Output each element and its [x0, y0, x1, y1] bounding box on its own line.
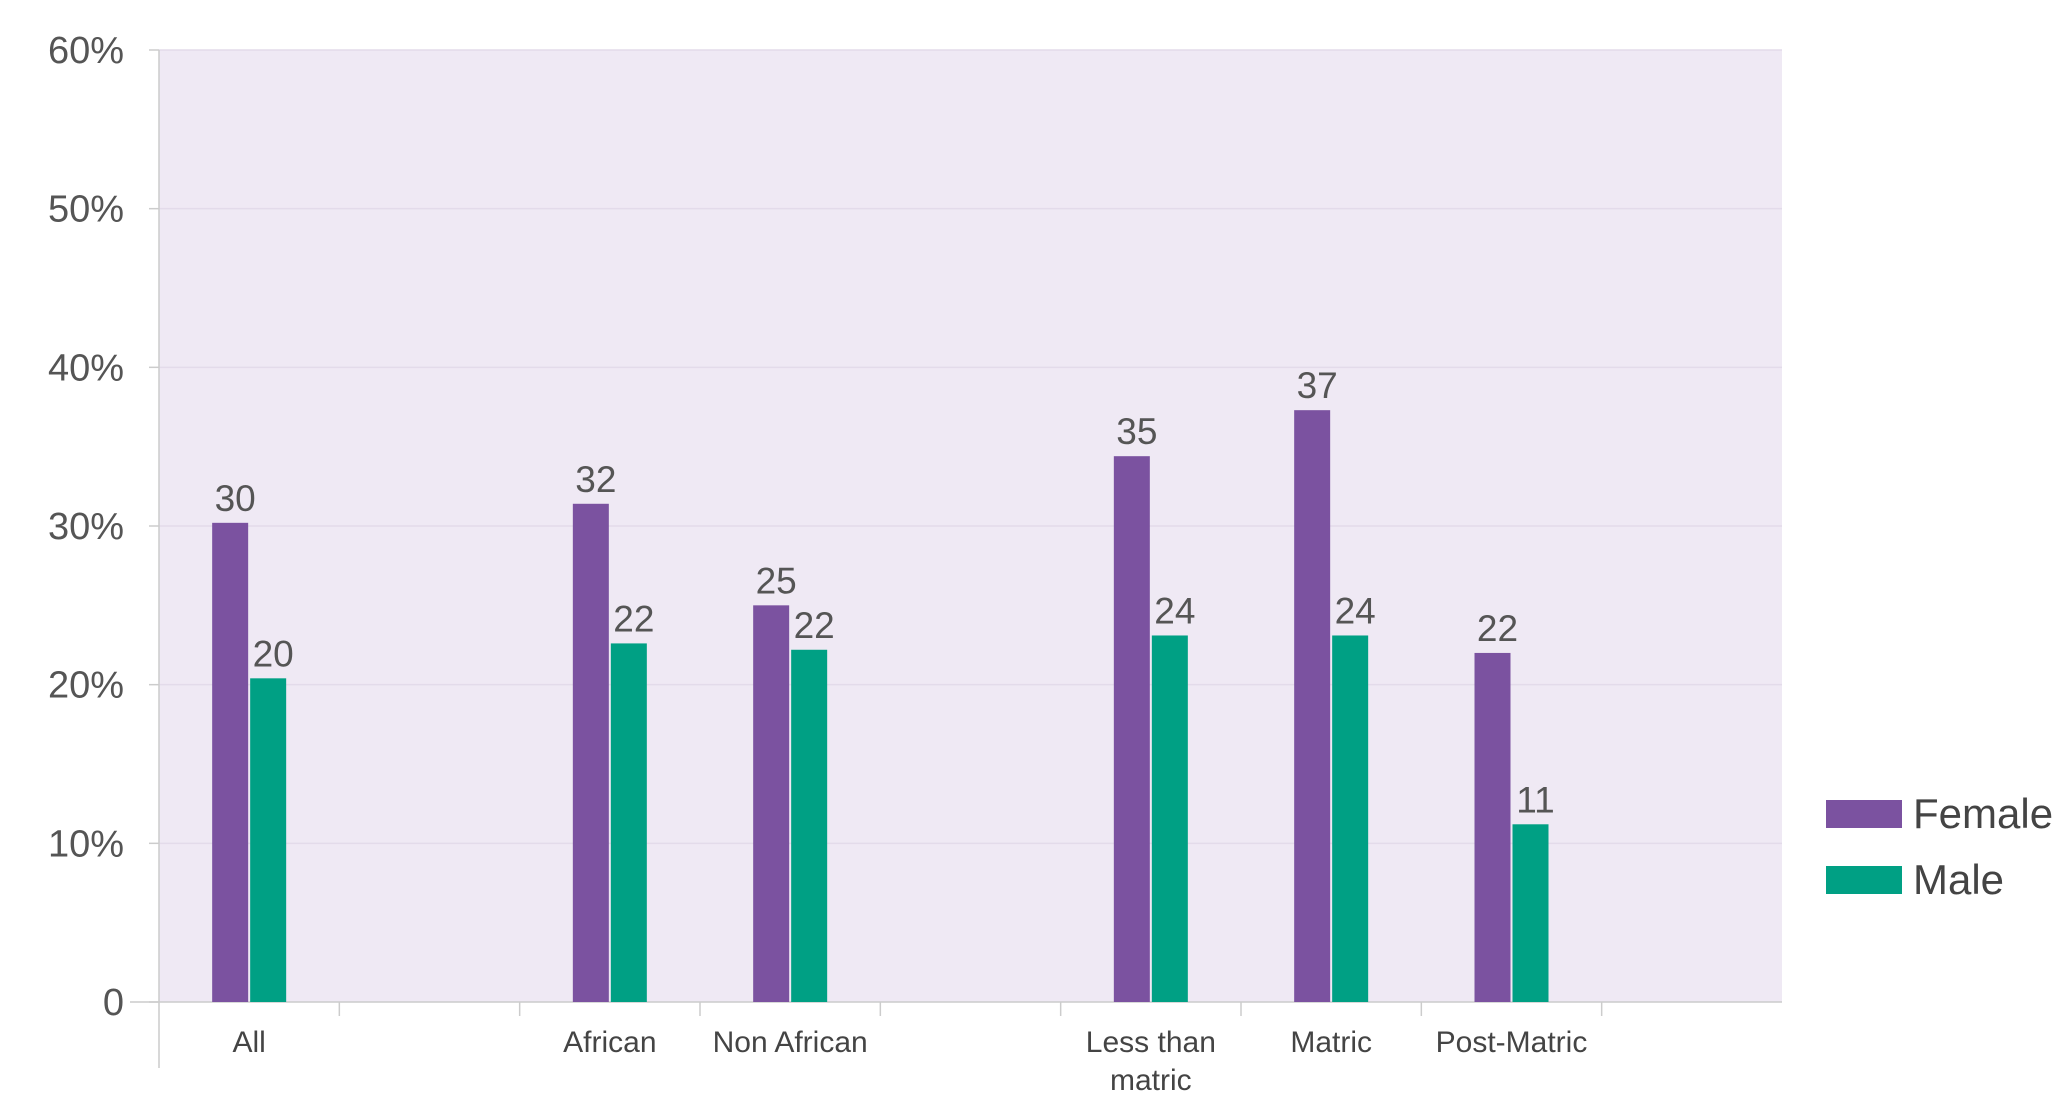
bar-female: [1294, 410, 1331, 1002]
y-tick-label: 10%: [48, 823, 124, 865]
y-tick-label: 20%: [48, 665, 124, 707]
data-label: 35: [1116, 411, 1157, 452]
data-label: 30: [215, 478, 256, 519]
category-label: matric: [1110, 1064, 1192, 1097]
y-tick-label: 40%: [48, 347, 124, 389]
data-label: 37: [1297, 365, 1338, 406]
data-label: 24: [1335, 590, 1376, 631]
legend-swatch-male: [1826, 866, 1902, 894]
legend-label-male: Male: [1913, 856, 2004, 903]
y-tick-label: 60%: [48, 30, 124, 72]
bar-male: [791, 649, 828, 1002]
bar-female: [212, 522, 249, 1002]
y-tick-label: 0: [103, 982, 124, 1024]
category-label: African: [563, 1026, 656, 1059]
legend-swatch-female: [1826, 800, 1902, 828]
data-label: 25: [756, 560, 797, 601]
data-label: 22: [794, 605, 835, 646]
bar-male: [250, 678, 287, 1002]
data-label: 24: [1154, 590, 1195, 631]
category-label: Non African: [713, 1026, 868, 1059]
data-label: 20: [253, 633, 294, 674]
category-label: All: [232, 1026, 265, 1059]
legend-label-female: Female: [1913, 790, 2053, 837]
category-label: Less than: [1086, 1026, 1216, 1059]
bar-female: [753, 605, 790, 1002]
bar-male: [1332, 635, 1369, 1002]
bar-female: [1113, 456, 1150, 1003]
data-label: 22: [613, 598, 654, 639]
y-tick-label: 50%: [48, 189, 124, 231]
bar-male: [1512, 824, 1549, 1002]
data-label: 11: [1516, 779, 1554, 820]
data-label: 22: [1477, 608, 1518, 649]
category-label: Post-Matric: [1436, 1026, 1588, 1059]
category-label: Matric: [1290, 1026, 1372, 1059]
bar-male: [1151, 635, 1188, 1002]
bar-female: [1474, 652, 1511, 1002]
data-label: 32: [575, 459, 616, 500]
bar-male: [610, 643, 647, 1002]
bar-female: [572, 503, 609, 1002]
y-tick-label: 30%: [48, 506, 124, 548]
